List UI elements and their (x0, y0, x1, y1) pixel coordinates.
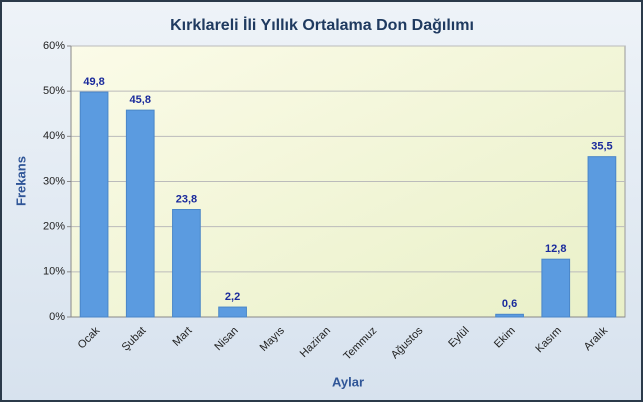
bar (495, 313, 524, 318)
y-tick-label: 10% (43, 266, 65, 278)
chart-title: Kırklareli İli Yıllık Ortalama Don Dağıl… (170, 16, 474, 34)
y-tick-label: 60% (43, 40, 65, 52)
x-axis-title: Aylar (332, 374, 364, 389)
bar (79, 91, 109, 318)
bar (218, 306, 247, 318)
bar (587, 156, 617, 318)
y-tick-label: 0% (49, 311, 65, 323)
bar (172, 209, 201, 318)
y-tick-label: 50% (43, 85, 65, 97)
value-label: 23,8 (176, 193, 197, 205)
bar (125, 109, 155, 318)
y-tick-label: 40% (43, 130, 65, 142)
bar (541, 258, 571, 318)
value-label: 12,8 (545, 243, 566, 255)
value-label: 2,2 (225, 291, 240, 303)
value-label: 45,8 (130, 94, 151, 106)
value-label: 35,5 (591, 141, 612, 153)
y-tick-label: 30% (43, 175, 65, 187)
y-axis-title: Frekans (13, 156, 28, 206)
value-label: 0,6 (502, 298, 517, 310)
y-tick-label: 20% (43, 221, 65, 233)
value-label: 49,8 (83, 76, 104, 88)
